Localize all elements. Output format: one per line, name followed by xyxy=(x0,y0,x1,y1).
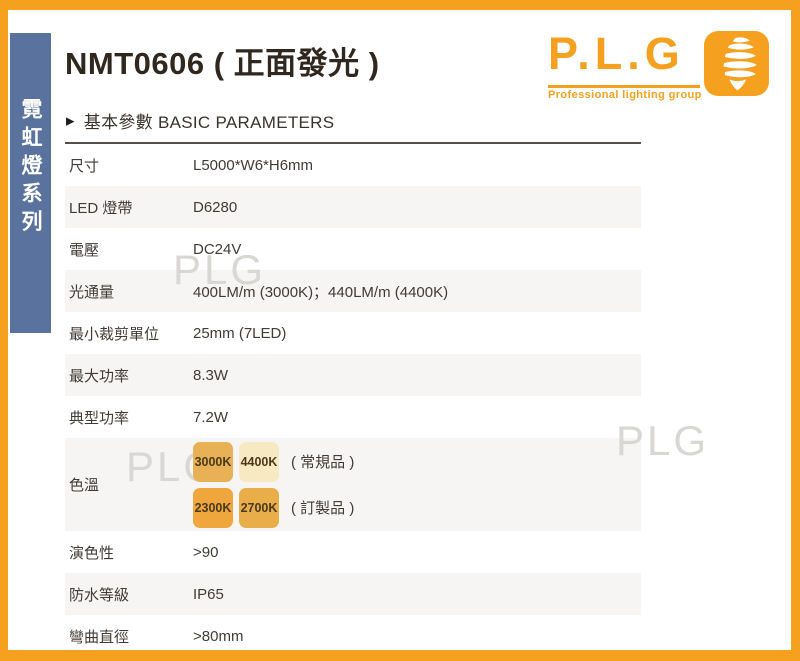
cct-swatch-4400k: 4400K xyxy=(239,441,279,482)
row-label: 最小裁剪單位 xyxy=(69,325,160,343)
table-row: LED 燈帶 D6280 xyxy=(65,186,641,228)
row-label: 最大功率 xyxy=(69,367,130,385)
table-row: 光通量 400LM/m (3000K)；440LM/m (4400K) xyxy=(65,270,641,312)
row-value: D6280 xyxy=(193,198,238,216)
row-value: 400LM/m (3000K)；440LM/m (4400K) xyxy=(193,283,449,301)
row-value: 8.3W xyxy=(193,366,229,384)
cct-regular-line: 3000K 4400K ( 常規品 ) xyxy=(193,441,641,482)
row-label: 電壓 xyxy=(69,241,100,259)
row-label: 尺寸 xyxy=(69,157,100,175)
plg-watermark: PLG xyxy=(616,417,710,464)
triangle-bullet-icon: ▶ xyxy=(66,115,75,128)
flame-icon xyxy=(704,31,769,96)
table-row: 尺寸 L5000*W6*H6mm xyxy=(65,144,641,186)
row-label: 彎曲直徑 xyxy=(69,628,130,646)
row-label: 典型功率 xyxy=(69,409,130,427)
basic-parameters-table: 尺寸 L5000*W6*H6mm LED 燈帶 D6280 電壓 DC24V 光… xyxy=(65,144,641,650)
row-value: L5000*W6*H6mm xyxy=(193,156,314,174)
cct-swatch-2700k: 2700K xyxy=(239,487,279,528)
row-value: 25mm (7LED) xyxy=(193,324,287,342)
row-value: IP65 xyxy=(193,585,224,603)
table-row: 典型功率 7.2W xyxy=(65,396,641,438)
row-value: >80mm xyxy=(193,627,244,645)
table-row: 演色性 >90 xyxy=(65,531,641,573)
section-title: 基本參數 BASIC PARAMETERS xyxy=(83,113,335,132)
table-row-color-temperature: 色溫 3000K 4400K ( 常規品 ) 2300K 2700K ( 訂製品… xyxy=(65,438,641,531)
table-row: 最大功率 8.3W xyxy=(65,354,641,396)
cct-custom-note: ( 訂製品 ) xyxy=(291,500,355,517)
series-label: 霓虹燈系列 xyxy=(19,98,42,238)
section-divider xyxy=(65,142,641,144)
cct-swatch-3000k: 3000K xyxy=(193,441,233,482)
row-label: 防水等級 xyxy=(69,586,130,604)
table-row: 最小裁剪單位 25mm (7LED) xyxy=(65,312,641,354)
row-label: 演色性 xyxy=(69,544,115,562)
row-label: 色溫 xyxy=(69,477,100,494)
row-label: LED 燈帶 xyxy=(69,199,133,217)
cct-regular-note: ( 常規品 ) xyxy=(291,454,355,471)
logo-text-block: P.L.G Professional lighting group xyxy=(548,24,704,101)
table-row: 電壓 DC24V xyxy=(65,228,641,270)
logo-underline xyxy=(548,85,700,88)
table-row: 防水等級 IP65 xyxy=(65,573,641,615)
series-sidebar: 霓虹燈系列 xyxy=(10,33,51,333)
row-label: 光通量 xyxy=(69,283,115,301)
table-row: 彎曲直徑 >80mm xyxy=(65,615,641,650)
section-header: ▶ 基本參數 BASIC PARAMETERS xyxy=(66,108,334,133)
logo-name: P.L.G xyxy=(548,28,685,79)
row-value: 7.2W xyxy=(193,408,229,426)
plg-watermark: PLG xyxy=(173,246,267,293)
row-value: >90 xyxy=(193,543,219,561)
cct-swatch-2300k: 2300K xyxy=(193,487,233,528)
page-title: NMT0606 ( 正面發光 ) xyxy=(65,46,380,81)
row-value: DC24V xyxy=(193,240,242,258)
cct-custom-line: 2300K 2700K ( 訂製品 ) xyxy=(193,487,641,528)
cct-swatch-group: 3000K 4400K ( 常規品 ) 2300K 2700K ( 訂製品 ) xyxy=(193,441,641,528)
logo-tagline: Professional lighting group xyxy=(548,89,702,101)
